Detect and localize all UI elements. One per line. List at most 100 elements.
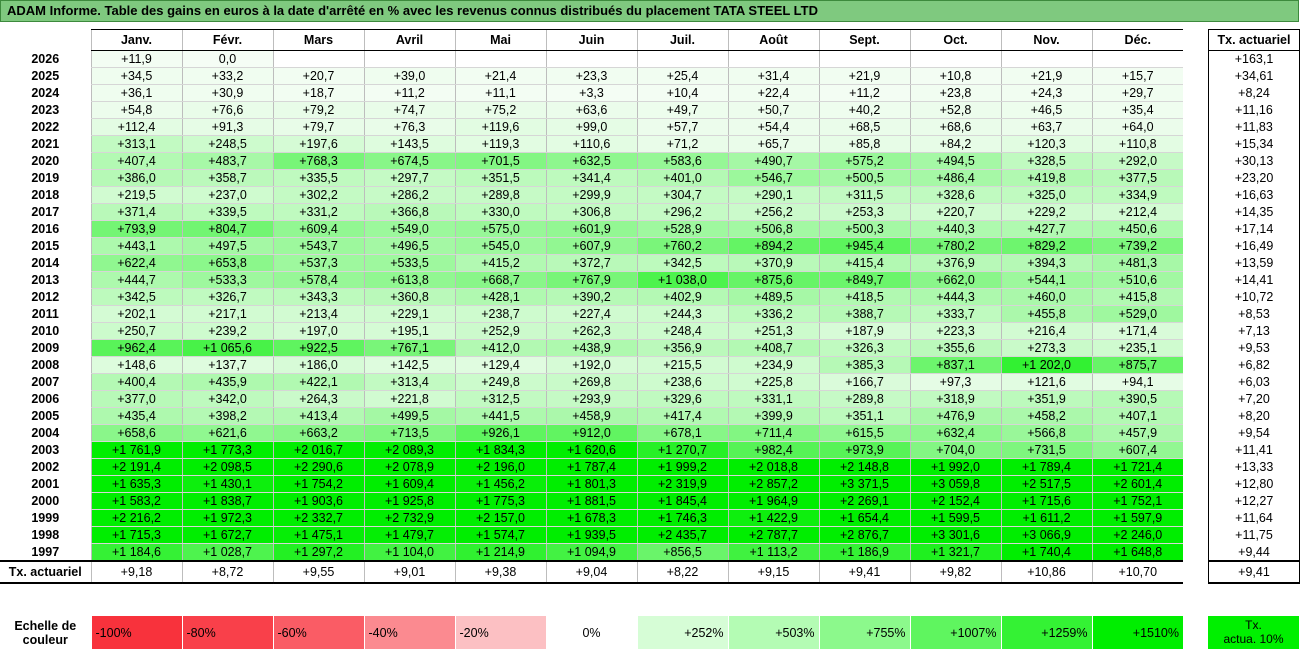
year-rate-cell: +34,61 (1208, 67, 1300, 85)
gain-cell: +192,0 (545, 356, 637, 374)
gain-cell: +3 066,9 (1000, 526, 1092, 544)
year-rate-cell: +11,16 (1208, 101, 1300, 119)
gain-cell: +377,0 (90, 390, 182, 408)
gain-cell: +1 599,5 (909, 509, 1001, 527)
gain-cell: +84,2 (909, 135, 1001, 153)
month-header: Mars (272, 29, 364, 51)
gain-cell: +34,5 (90, 67, 182, 85)
gain-cell: +412,0 (454, 339, 546, 357)
gain-cell: +402,9 (636, 288, 728, 306)
year-rate-cell: +6,03 (1208, 373, 1300, 391)
gain-cell: +341,4 (545, 169, 637, 187)
gain-cell: +21,9 (818, 67, 910, 85)
rate-header: Tx. actuariel (1208, 29, 1300, 51)
year-label: 2012 (31, 290, 60, 304)
gain-cell: +1 678,3 (545, 509, 637, 527)
gain-cell: +575,0 (454, 220, 546, 238)
year-rate-cell: +8,53 (1208, 305, 1300, 323)
gain-cell: +1 773,3 (181, 441, 273, 459)
gain-cell: +15,7 (1091, 67, 1183, 85)
gain-cell: +1 789,4 (1000, 458, 1092, 476)
gain-cell: +1 297,2 (272, 543, 364, 561)
footer-rate-cell: +9,82 (909, 559, 1001, 584)
gain-cell: +377,5 (1091, 169, 1183, 187)
year-label: 1997 (31, 544, 60, 559)
gain-cell: +1 715,6 (1000, 492, 1092, 510)
gain-cell: +1 620,6 (545, 441, 637, 459)
gain-cell: +609,4 (272, 220, 364, 238)
month-header-row: Janv. Févr. Mars Avril Mai Juin Juil. Août Sept.… (0, 29, 1183, 51)
gain-cell: +286,2 (363, 186, 455, 204)
gain-cell: +85,8 (818, 135, 910, 153)
gain-cell: +54,4 (727, 118, 819, 136)
gain-cell: +326,3 (818, 339, 910, 357)
year-row: 1997 +1 184,6 +1 028,7 +1 297,2 +1 104,0 +1 2… (0, 543, 1183, 561)
gain-cell: +804,7 (181, 220, 273, 238)
gain-cell: +2 857,2 (727, 475, 819, 493)
gain-cell: +311,5 (818, 186, 910, 204)
gain-cell: +856,5 (636, 543, 728, 561)
month-header: Janv. (90, 29, 182, 51)
color-scale-step: +755% (818, 616, 910, 649)
gain-cell: +533,3 (181, 271, 273, 289)
year-label: 2000 (31, 494, 60, 508)
color-scale-step: -100% (90, 616, 182, 649)
gain-cell: +1 654,4 (818, 509, 910, 527)
year-row: 2009 +962,4 +1 065,6 +922,5 +767,1 +412,0 +438… (0, 339, 1183, 357)
year-label: 2021 (31, 137, 60, 151)
year-label: 2002 (31, 460, 60, 474)
gain-cell: +490,7 (727, 152, 819, 170)
gain-cell: +215,5 (636, 356, 728, 374)
gain-cell: +3,3 (545, 84, 637, 102)
gain-cell: +1 964,9 (727, 492, 819, 510)
year-rate-cell: +163,1 (1208, 50, 1300, 68)
year-label: 2001 (31, 477, 60, 491)
year-rate-cell: +11,41 (1208, 441, 1300, 459)
gain-cell: +1 104,0 (363, 543, 455, 561)
year-row: 2012 +342,5 +326,7 +343,3 +360,8 +428,1 +390,2… (0, 288, 1183, 306)
gain-cell: +99,0 (545, 118, 637, 136)
gain-cell: +1 184,6 (90, 543, 182, 561)
gain-cell: +10,4 (636, 84, 728, 102)
footer-rate-cell: +9,55 (272, 559, 364, 584)
gain-cell: +2 089,3 (363, 441, 455, 459)
gain-cell: +497,5 (181, 237, 273, 255)
gain-cell: +2 191,4 (90, 458, 182, 476)
year-label: 2004 (31, 426, 60, 440)
gain-cell: +476,9 (909, 407, 1001, 425)
gain-cell: +213,4 (272, 305, 364, 323)
gain-cell (818, 50, 910, 68)
gain-cell: +335,5 (272, 169, 364, 187)
year-label: 2007 (31, 375, 60, 389)
color-scale-step: 0% (545, 616, 637, 649)
color-scale-step: +1510% (1091, 616, 1183, 649)
gain-cell: +837,1 (909, 356, 1001, 374)
gain-cell: +370,9 (727, 254, 819, 272)
rate-table: Tx. actuariel +163,1 +34,61 +8,24 +11,16 +11… (1208, 29, 1300, 584)
year-row: 1998 +1 715,3 +1 672,7 +1 475,1 +1 479,7 +1 5… (0, 526, 1183, 544)
gain-cell: +35,4 (1091, 101, 1183, 119)
gain-cell: +1 775,3 (454, 492, 546, 510)
gain-cell: +331,2 (272, 203, 364, 221)
gain-cell: +1 321,7 (909, 543, 1001, 561)
gain-cell: +229,2 (1000, 203, 1092, 221)
gain-cell: +2 018,8 (727, 458, 819, 476)
gain-cell: +407,1 (1091, 407, 1183, 425)
gain-cell: +607,9 (545, 237, 637, 255)
gain-cell: +701,5 (454, 152, 546, 170)
gain-cell: 0,0 (181, 50, 273, 68)
gain-cell: +1 834,3 (454, 441, 546, 459)
gain-cell: +68,5 (818, 118, 910, 136)
gain-cell: +1 583,2 (90, 492, 182, 510)
gain-cell: +91,3 (181, 118, 273, 136)
gain-cell: +358,7 (181, 169, 273, 187)
gain-cell: +537,3 (272, 254, 364, 272)
gain-cell: +2 517,5 (1000, 475, 1092, 493)
gain-cell: +121,6 (1000, 373, 1092, 391)
gain-cell: +546,7 (727, 169, 819, 187)
gain-cell: +289,8 (818, 390, 910, 408)
year-row: 2013 +444,7 +533,3 +578,4 +613,8 +668,7 +767,9… (0, 271, 1183, 289)
footer-rate-cell: +10,70 (1091, 559, 1183, 584)
gain-cell: +46,5 (1000, 101, 1092, 119)
gain-cell: +1 475,1 (272, 526, 364, 544)
